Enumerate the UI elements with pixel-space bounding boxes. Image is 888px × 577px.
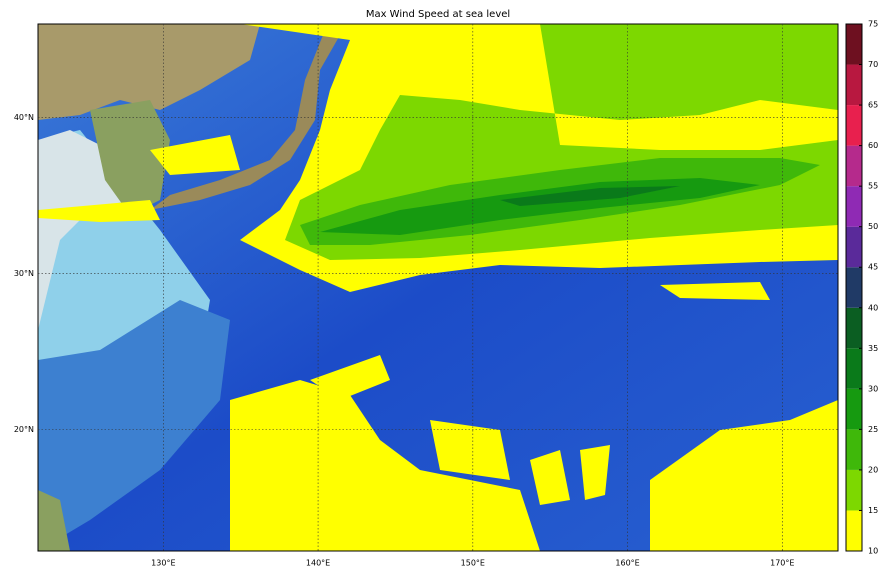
colorbar-band [846, 469, 862, 511]
colorbar-tick-label: 45 [868, 263, 878, 272]
y-tick-label: 30°N [14, 269, 34, 278]
wind-zone-25 [320, 178, 760, 235]
x-tick-label: 140°E [306, 559, 330, 568]
colorbar-band [846, 145, 862, 187]
colorbar-band [846, 105, 862, 146]
basin [38, 300, 230, 551]
colorbar-band [846, 267, 862, 308]
colorbar-tick-label: 25 [868, 425, 878, 434]
land-north [38, 24, 260, 120]
colorbar-tick-label: 60 [868, 141, 878, 150]
colorbar-band [846, 226, 862, 268]
colorbar-tick-label: 20 [868, 465, 878, 474]
wind-patch [310, 355, 510, 480]
wind-zone-30 [500, 186, 680, 206]
x-tick-label: 160°E [615, 559, 639, 568]
colorbar-band [846, 429, 862, 470]
colorbar-band [846, 388, 862, 430]
colorbar-band [846, 307, 862, 349]
wind-patch [230, 380, 540, 551]
colorbar-tick-label: 40 [868, 303, 878, 312]
wind-zone-10 [38, 135, 240, 222]
wind-patch [660, 282, 770, 300]
colorbar-tick-label: 50 [868, 222, 878, 231]
colorbar-tick-label: 55 [868, 182, 878, 191]
colorbar-tick-label: 70 [868, 60, 878, 69]
colorbar-band [846, 24, 862, 65]
x-tick-label: 170°E [770, 559, 794, 568]
wind-patch [530, 400, 838, 551]
y-tick-label: 20°N [14, 425, 34, 434]
x-tick-label: 130°E [151, 559, 175, 568]
colorbar-tick-label: 65 [868, 101, 878, 110]
colorbar-band [846, 64, 862, 106]
land-philippines [38, 490, 70, 551]
colorbar-tick-label: 30 [868, 384, 878, 393]
colorbar-tick-label: 75 [868, 20, 878, 29]
map-image [38, 24, 838, 551]
colorbar-band [846, 186, 862, 227]
colorbar-tick-label: 15 [868, 506, 878, 515]
land-korea [90, 100, 170, 215]
colorbar-tick-label: 35 [868, 344, 878, 353]
x-tick-label: 150°E [461, 559, 485, 568]
map-frame [37, 23, 839, 552]
colorbar-frame [845, 23, 863, 552]
map-title: Max Wind Speed at sea level [366, 9, 510, 20]
colorbar-band [846, 348, 862, 389]
y-tick-label: 40°N [14, 113, 34, 122]
colorbar-tick-label: 10 [868, 547, 878, 556]
colorbar-band [846, 510, 862, 551]
land-japan [150, 30, 340, 210]
